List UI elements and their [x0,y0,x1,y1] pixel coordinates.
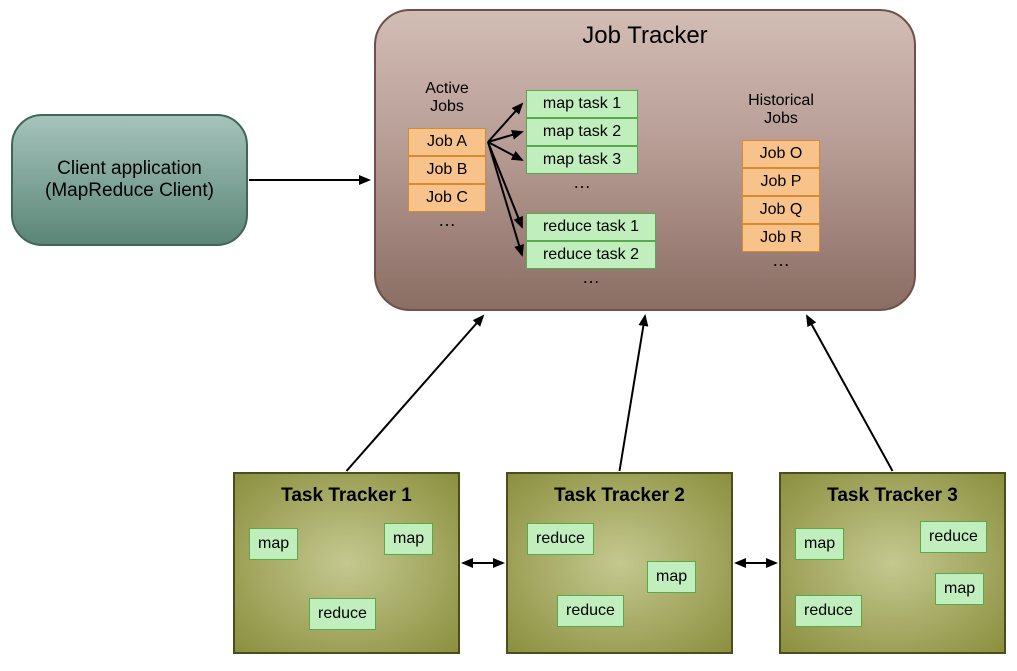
historical-job-cell: Job O [742,140,820,168]
map-task-cell: map task 2 [526,118,638,146]
task-slot: reduce [557,595,624,627]
task-slot: reduce [309,598,376,630]
active-job-heading: Active Jobs [378,80,516,116]
active-job-cell: Job A [408,128,486,156]
task-slot: map [647,561,696,593]
client-line1: Client application [57,158,202,180]
historical-job-heading: Historical Jobs [712,92,850,128]
reduce-task-ellipsis: … [526,267,656,288]
task-slot: reduce [527,523,594,555]
active-job-ellipsis: … [408,210,486,231]
map-task-ellipsis: … [526,172,638,193]
tasktracker-title: Task Tracker 3 [780,485,1005,507]
task-slot: map [935,573,984,605]
client-line2: (MapReduce Client) [45,180,214,202]
task-slot: map [795,528,844,560]
historical-job-ellipsis: … [742,250,820,271]
jobtracker-title: Job Tracker [375,22,915,50]
map-task-cell: map task 3 [526,146,638,174]
task-slot: reduce [795,595,862,627]
reduce-task-cell: reduce task 1 [526,213,656,241]
map-task-cell: map task 1 [526,90,638,118]
reduce-task-cell: reduce task 2 [526,241,656,269]
active-job-cell: Job B [408,156,486,184]
tasktracker-title: Task Tracker 1 [234,485,459,507]
active-job-cell: Job C [408,184,486,212]
task-slot: reduce [920,521,987,553]
client-box: Client application(MapReduce Client) [12,115,247,245]
tasktracker-title: Task Tracker 2 [507,485,732,507]
historical-job-cell: Job P [742,168,820,196]
task-slot: map [384,523,433,555]
historical-job-cell: Job R [742,224,820,252]
historical-job-cell: Job Q [742,196,820,224]
task-slot: map [249,528,298,560]
